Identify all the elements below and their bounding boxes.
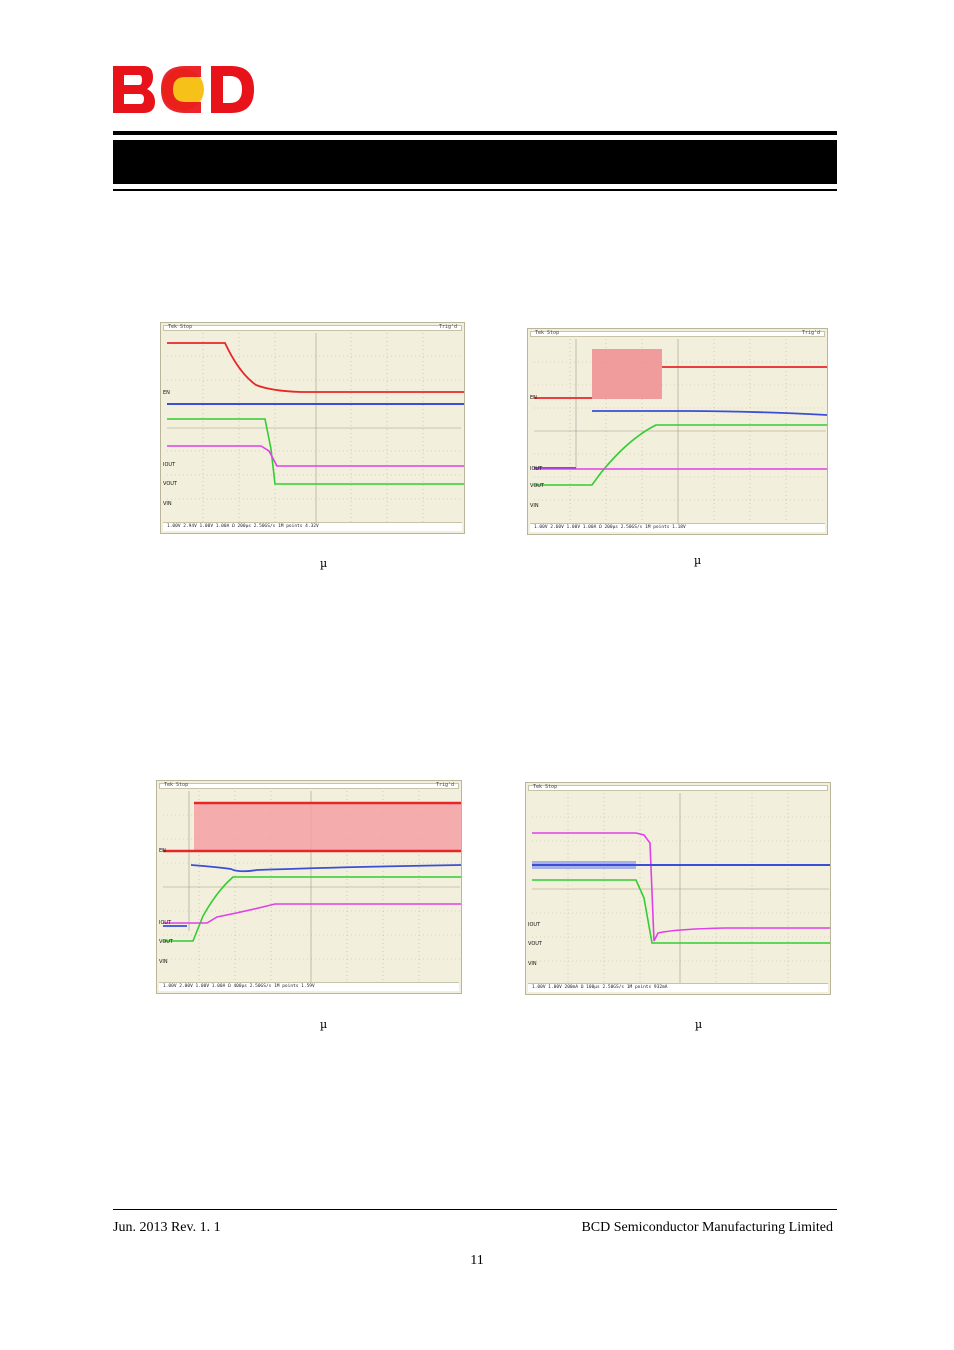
page-number: 11 [470,1253,484,1268]
caption-unit: µ [695,1018,703,1031]
footer-date-revision: Jun. 2013 Rev. 1. 1 [113,1220,221,1235]
scope-settings-text: 1.00V 2.60V 1.00V 1.00A Ω 200µs 2.50GS/s… [534,525,686,530]
channel-label: VIN [528,961,537,967]
channel-label: VIN [159,959,168,965]
channel-label: VOUT [163,481,177,487]
scope-waveforms [534,339,827,524]
caption-unit: µ [320,557,328,570]
channel-label: IOUT [159,920,172,926]
channel-label: VOUT [528,941,542,947]
scope-status-bar: Tek Stop Trig'd [159,782,459,789]
scope-status-text: Tek Stop [535,330,560,336]
footer-company: BCD Semiconductor Manufacturing Limited [581,1220,833,1235]
channel-label: VOUT [530,483,544,489]
channel-label: VOUT [159,939,173,945]
header-rule-bottom [113,189,837,191]
footer-rule [113,1209,837,1210]
channel-label: VIN [163,501,172,507]
scope-settings-bar: 1.00V 2.00V 1.00V 1.00A Ω 400µs 2.50GS/s… [159,982,459,991]
scope-settings-text: 1.00V 1.00V 200mA Ω 100µs 2.50GS/s 1M po… [532,985,668,990]
scope-capture-1: Tek Stop Trig'd EN IOUT VOUT VIN 1.00V 2… [160,322,465,534]
scope-capture-4: Tek Stop IOUT VOUT VIN 1.00V 1.00V 200mA… [525,782,831,995]
scope-status-text: Tek Stop [164,782,189,788]
scope-trigger-status: Trig'd [435,782,454,788]
scope-waveforms [163,791,461,983]
channel-label: EN [163,390,170,396]
scope-status-bar: Tek Stop Trig'd [530,330,825,337]
channel-label: VIN [530,503,539,509]
scope-waveforms [167,333,464,523]
scope-trigger-status: Trig'd [801,330,820,336]
header-rule-top [113,131,837,135]
channel-label: IOUT [530,466,543,472]
scope-status-bar: Tek Stop Trig'd [163,324,462,331]
scope-settings-bar: 1.00V 2.94V 1.00V 1.00A Ω 200µs 2.50GS/s… [163,522,462,531]
scope-status-bar: Tek Stop [528,784,828,791]
channel-label: EN [530,395,537,401]
channel-label: IOUT [528,922,541,928]
scope-capture-2: Tek Stop Trig'd EN IOUT VOUT VIN 1.00V 2… [527,328,828,535]
channel-label: EN [159,848,166,854]
caption-unit: µ [320,1018,328,1031]
bcd-logo [113,66,254,113]
scope-trigger-status: Trig'd [438,324,457,330]
scope-status-text: Tek Stop [168,324,193,330]
scope-settings-text: 1.00V 2.94V 1.00V 1.00A Ω 200µs 2.50GS/s… [167,524,319,529]
caption-unit: µ [694,554,702,567]
header-title-bar [113,140,837,184]
scope-status-text: Tek Stop [533,784,558,790]
scope-waveforms [532,793,830,984]
scope-settings-text: 1.00V 2.00V 1.00V 1.00A Ω 400µs 2.50GS/s… [163,984,315,989]
scope-capture-3: Tek Stop Trig'd EN IOUT VOUT VIN 1.00V 2… [156,780,462,994]
scope-settings-bar: 1.00V 1.00V 200mA Ω 100µs 2.50GS/s 1M po… [528,983,828,992]
scope-settings-bar: 1.00V 2.60V 1.00V 1.00A Ω 200µs 2.50GS/s… [530,523,825,532]
channel-label: IOUT [163,462,176,468]
